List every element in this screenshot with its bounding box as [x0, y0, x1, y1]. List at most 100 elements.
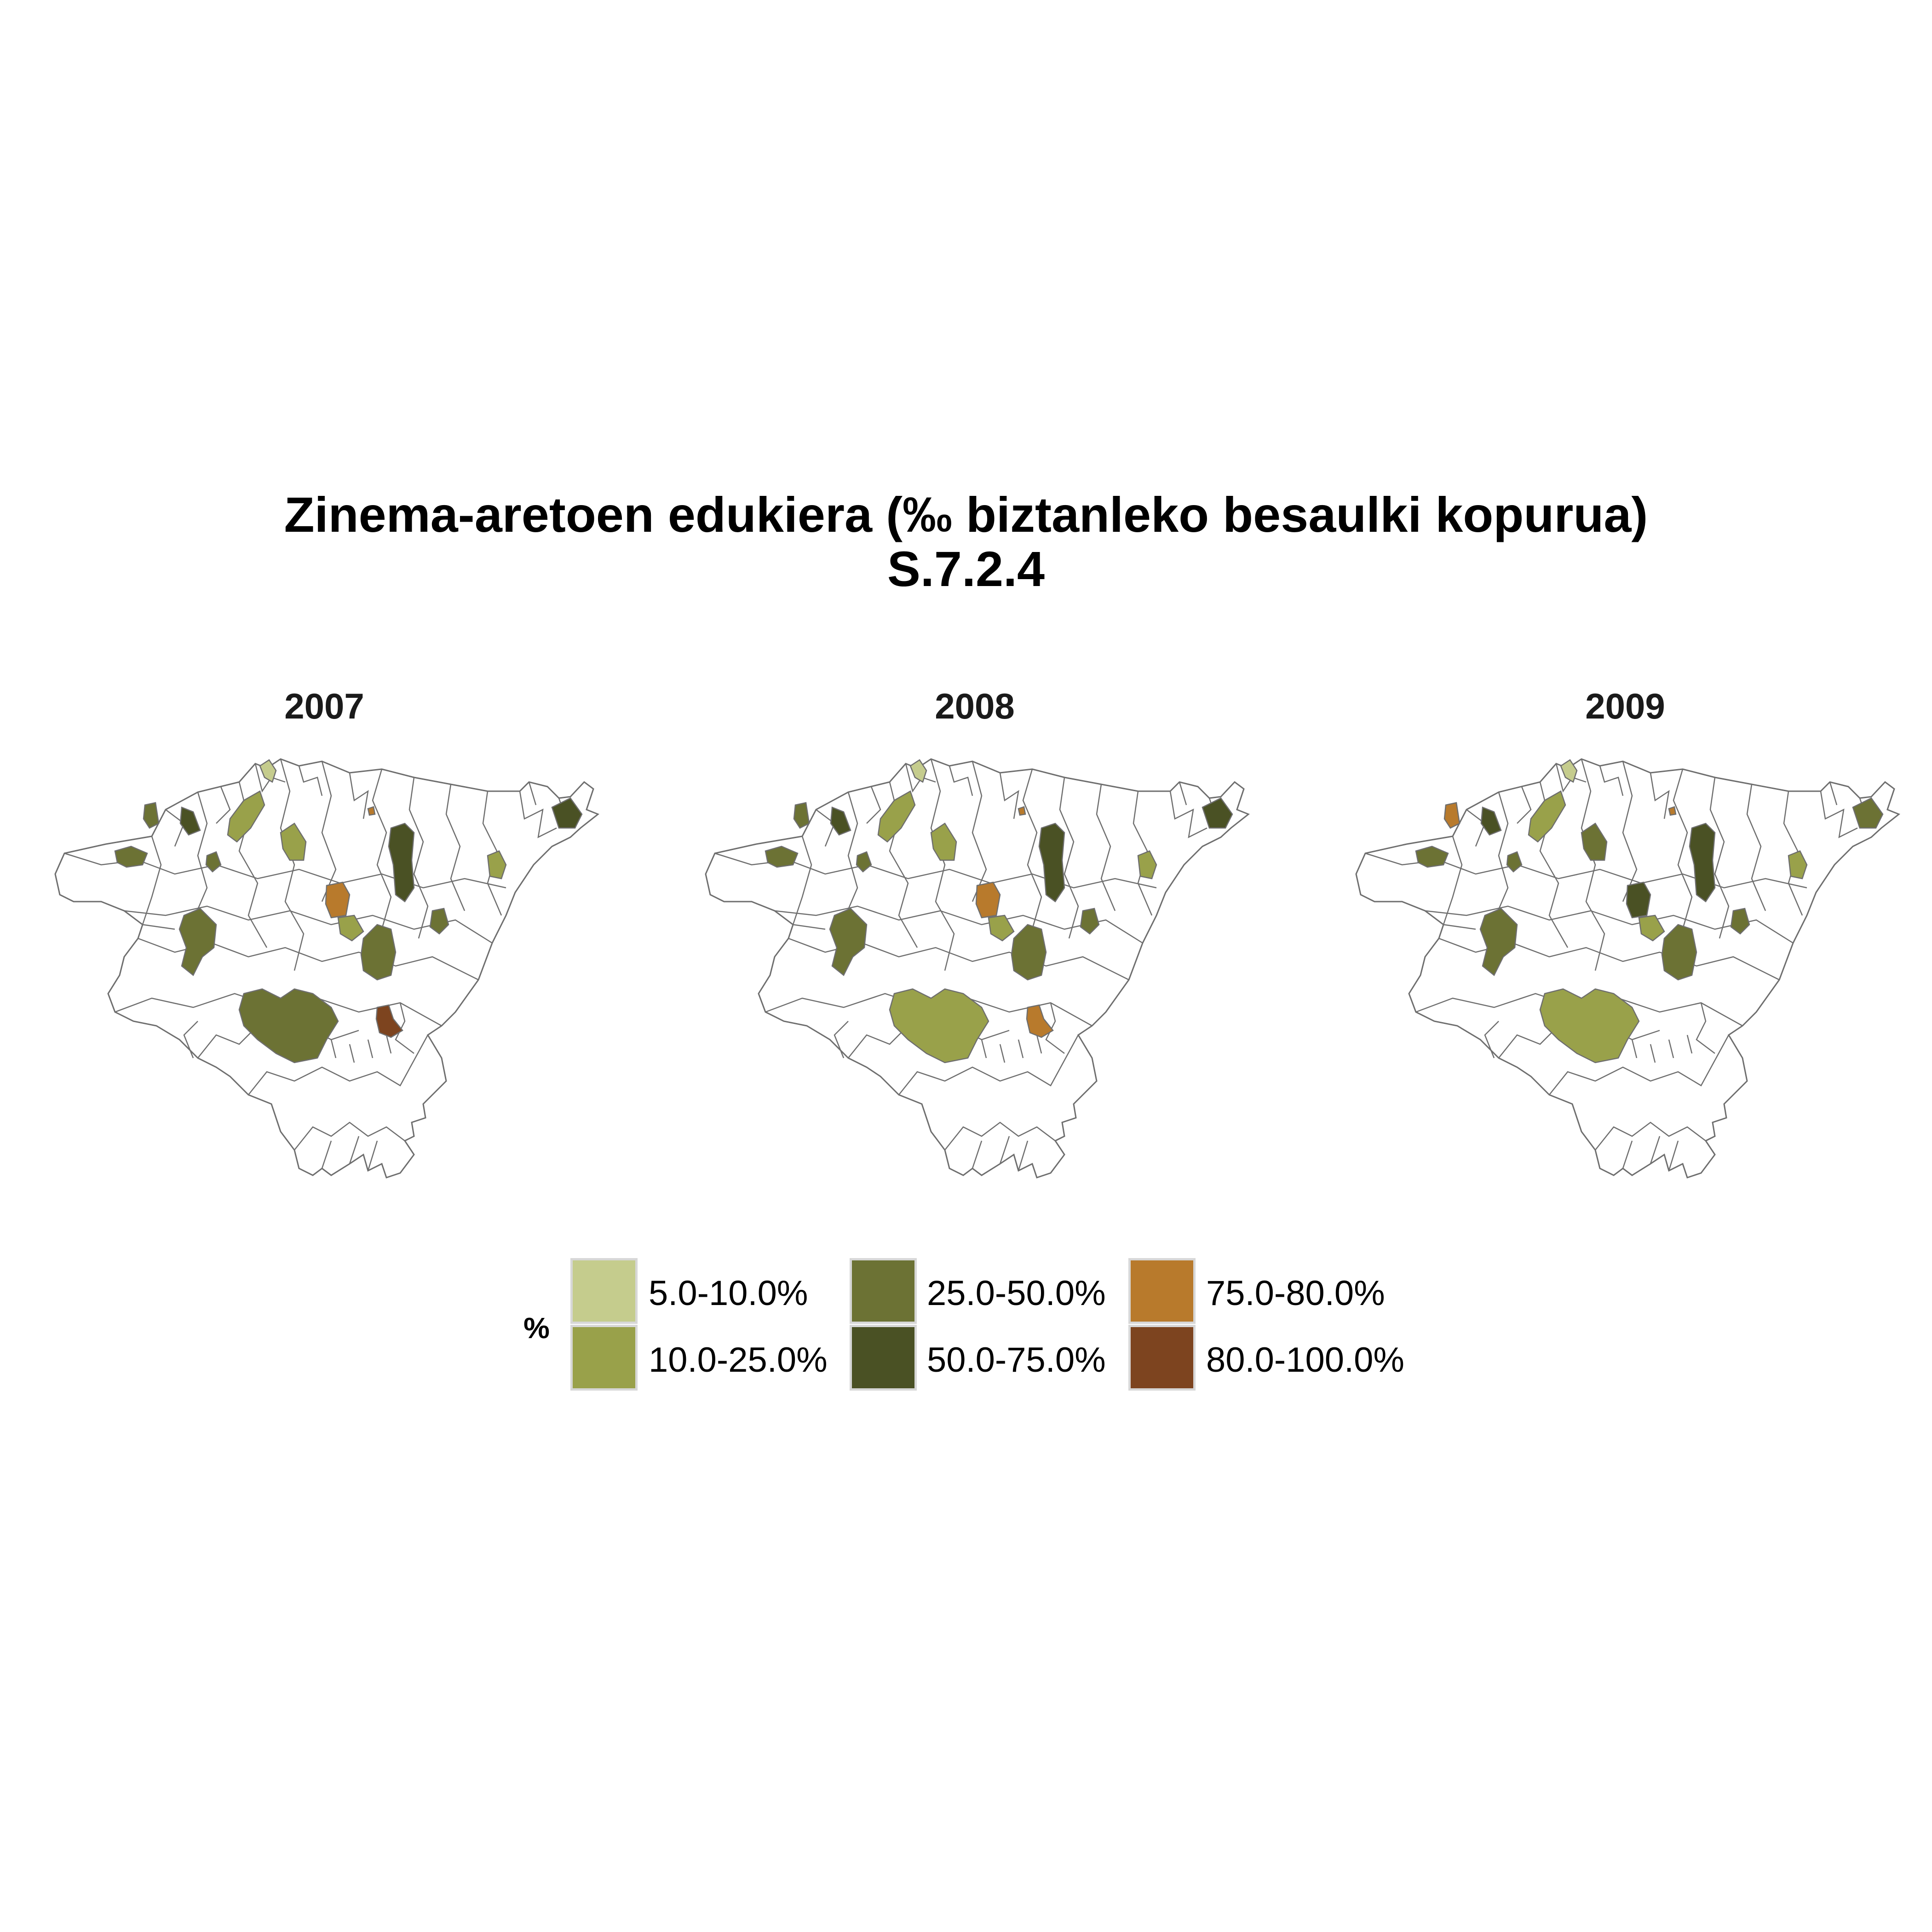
municipality-border	[1650, 772, 1670, 819]
region-southwest	[178, 908, 217, 976]
province-outline	[54, 758, 599, 1179]
municipality-border	[142, 924, 198, 1058]
region-east-1	[1788, 850, 1808, 880]
region-east-center	[1038, 822, 1065, 903]
municipality-border	[1549, 1035, 1730, 1095]
municipality-border	[792, 836, 812, 925]
legend-label-5-10: 5.0-10.0%	[649, 1274, 808, 1313]
municipality-border	[519, 791, 557, 839]
municipality-border	[949, 765, 973, 796]
map-panel-2007	[54, 758, 599, 1179]
region-northwest-2	[1480, 806, 1502, 836]
municipality-border	[1673, 769, 1693, 930]
region-center	[1626, 881, 1651, 919]
municipality-border	[1783, 791, 1803, 916]
region-center	[325, 881, 351, 919]
figure-title: Zinema-aretoen edukiera (‰ biztanleko be…	[0, 488, 1932, 596]
legend-label-10-25: 10.0-25.0%	[649, 1340, 828, 1380]
title-line-2: S.7.2.4	[887, 541, 1045, 597]
municipality-border	[1820, 791, 1858, 839]
municipality-border	[944, 1121, 1056, 1150]
region-east-1	[487, 850, 507, 880]
municipality-border	[1709, 777, 1730, 939]
region-northwest-1	[1443, 802, 1460, 829]
region-center-2	[1506, 851, 1523, 873]
region-east-center-2	[360, 924, 397, 981]
municipality-border	[349, 772, 369, 819]
municipality-border	[1022, 769, 1042, 930]
municipality-border	[321, 1136, 378, 1171]
municipality-border	[298, 765, 323, 796]
legend-key-80-100	[1128, 1325, 1196, 1391]
region-north-center-1	[1528, 790, 1566, 843]
panel-title-2009: 2009	[1585, 686, 1665, 726]
region-center-2	[205, 851, 222, 873]
municipality-border	[1555, 763, 1587, 793]
region-center-south	[1638, 914, 1665, 942]
municipality-border	[793, 924, 849, 1058]
legend-key-50-75	[850, 1325, 917, 1391]
legend-title: %	[523, 1311, 550, 1345]
municipality-border	[248, 1035, 429, 1095]
region-coast-dot	[367, 806, 376, 816]
region-north-center-1	[877, 790, 916, 843]
municipality-border	[1169, 791, 1208, 839]
municipality-border	[330, 1035, 392, 1063]
region-south-east	[1026, 1004, 1054, 1038]
region-center-2	[856, 851, 872, 873]
municipality-border	[1059, 777, 1079, 939]
region-north-center-2	[930, 822, 957, 861]
legend-key-5-10	[570, 1258, 638, 1324]
municipality-border	[972, 1136, 1029, 1171]
title-line-1: Zinema-aretoen edukiera (‰ biztanleko be…	[284, 487, 1648, 542]
panel-title-2008: 2008	[935, 686, 1015, 726]
municipality-border	[981, 1035, 1042, 1063]
region-northwest-1	[793, 802, 810, 829]
municipality-border	[142, 836, 162, 925]
municipality-border	[254, 763, 286, 793]
legend-label-25-50: 25.0-50.0%	[927, 1274, 1106, 1313]
region-northeast	[1202, 797, 1233, 829]
region-coast-dot	[1018, 806, 1026, 816]
municipality-border	[1696, 1002, 1715, 1054]
region-east-1	[1137, 850, 1157, 880]
municipality-border	[1599, 765, 1624, 796]
region-north-center-2	[280, 822, 307, 861]
legend-key-75-80	[1128, 1258, 1196, 1324]
map-panel-2008	[705, 758, 1250, 1179]
region-center	[975, 881, 1001, 919]
region-southwest	[829, 908, 868, 976]
region-south-large	[1539, 988, 1640, 1064]
region-southwest	[1479, 908, 1518, 976]
municipality-border	[1133, 791, 1153, 916]
municipality-border	[1581, 759, 1605, 971]
municipality-border	[482, 791, 502, 916]
region-east-center	[1689, 822, 1716, 903]
region-center-south	[337, 914, 364, 942]
municipality-border	[1096, 784, 1116, 911]
region-north-center-2	[1581, 822, 1608, 861]
region-northwest-1	[143, 802, 160, 829]
region-west	[1415, 845, 1449, 868]
municipality-border	[1443, 924, 1499, 1058]
province-outline	[705, 758, 1250, 1179]
region-northwest-2	[830, 806, 851, 836]
legend-label-80-100: 80.0-100.0%	[1206, 1340, 1404, 1380]
legend-key-25-50	[850, 1258, 917, 1324]
municipality-border	[408, 777, 429, 939]
municipality-border	[280, 759, 305, 971]
region-north-coast-small	[1560, 759, 1578, 783]
municipality-border	[445, 784, 466, 911]
region-north-coast-small	[909, 759, 927, 783]
region-northeast	[1852, 797, 1884, 829]
region-north-center-1	[227, 790, 265, 843]
legend-label-75-80: 75.0-80.0%	[1206, 1274, 1385, 1313]
municipality-border	[930, 759, 955, 971]
municipality-border	[372, 769, 392, 930]
municipality-border	[1746, 784, 1766, 911]
province-outline	[1355, 758, 1900, 1179]
municipality-border	[294, 1121, 405, 1150]
region-east-center-2	[1011, 924, 1047, 981]
municipality-border	[1631, 1035, 1693, 1063]
